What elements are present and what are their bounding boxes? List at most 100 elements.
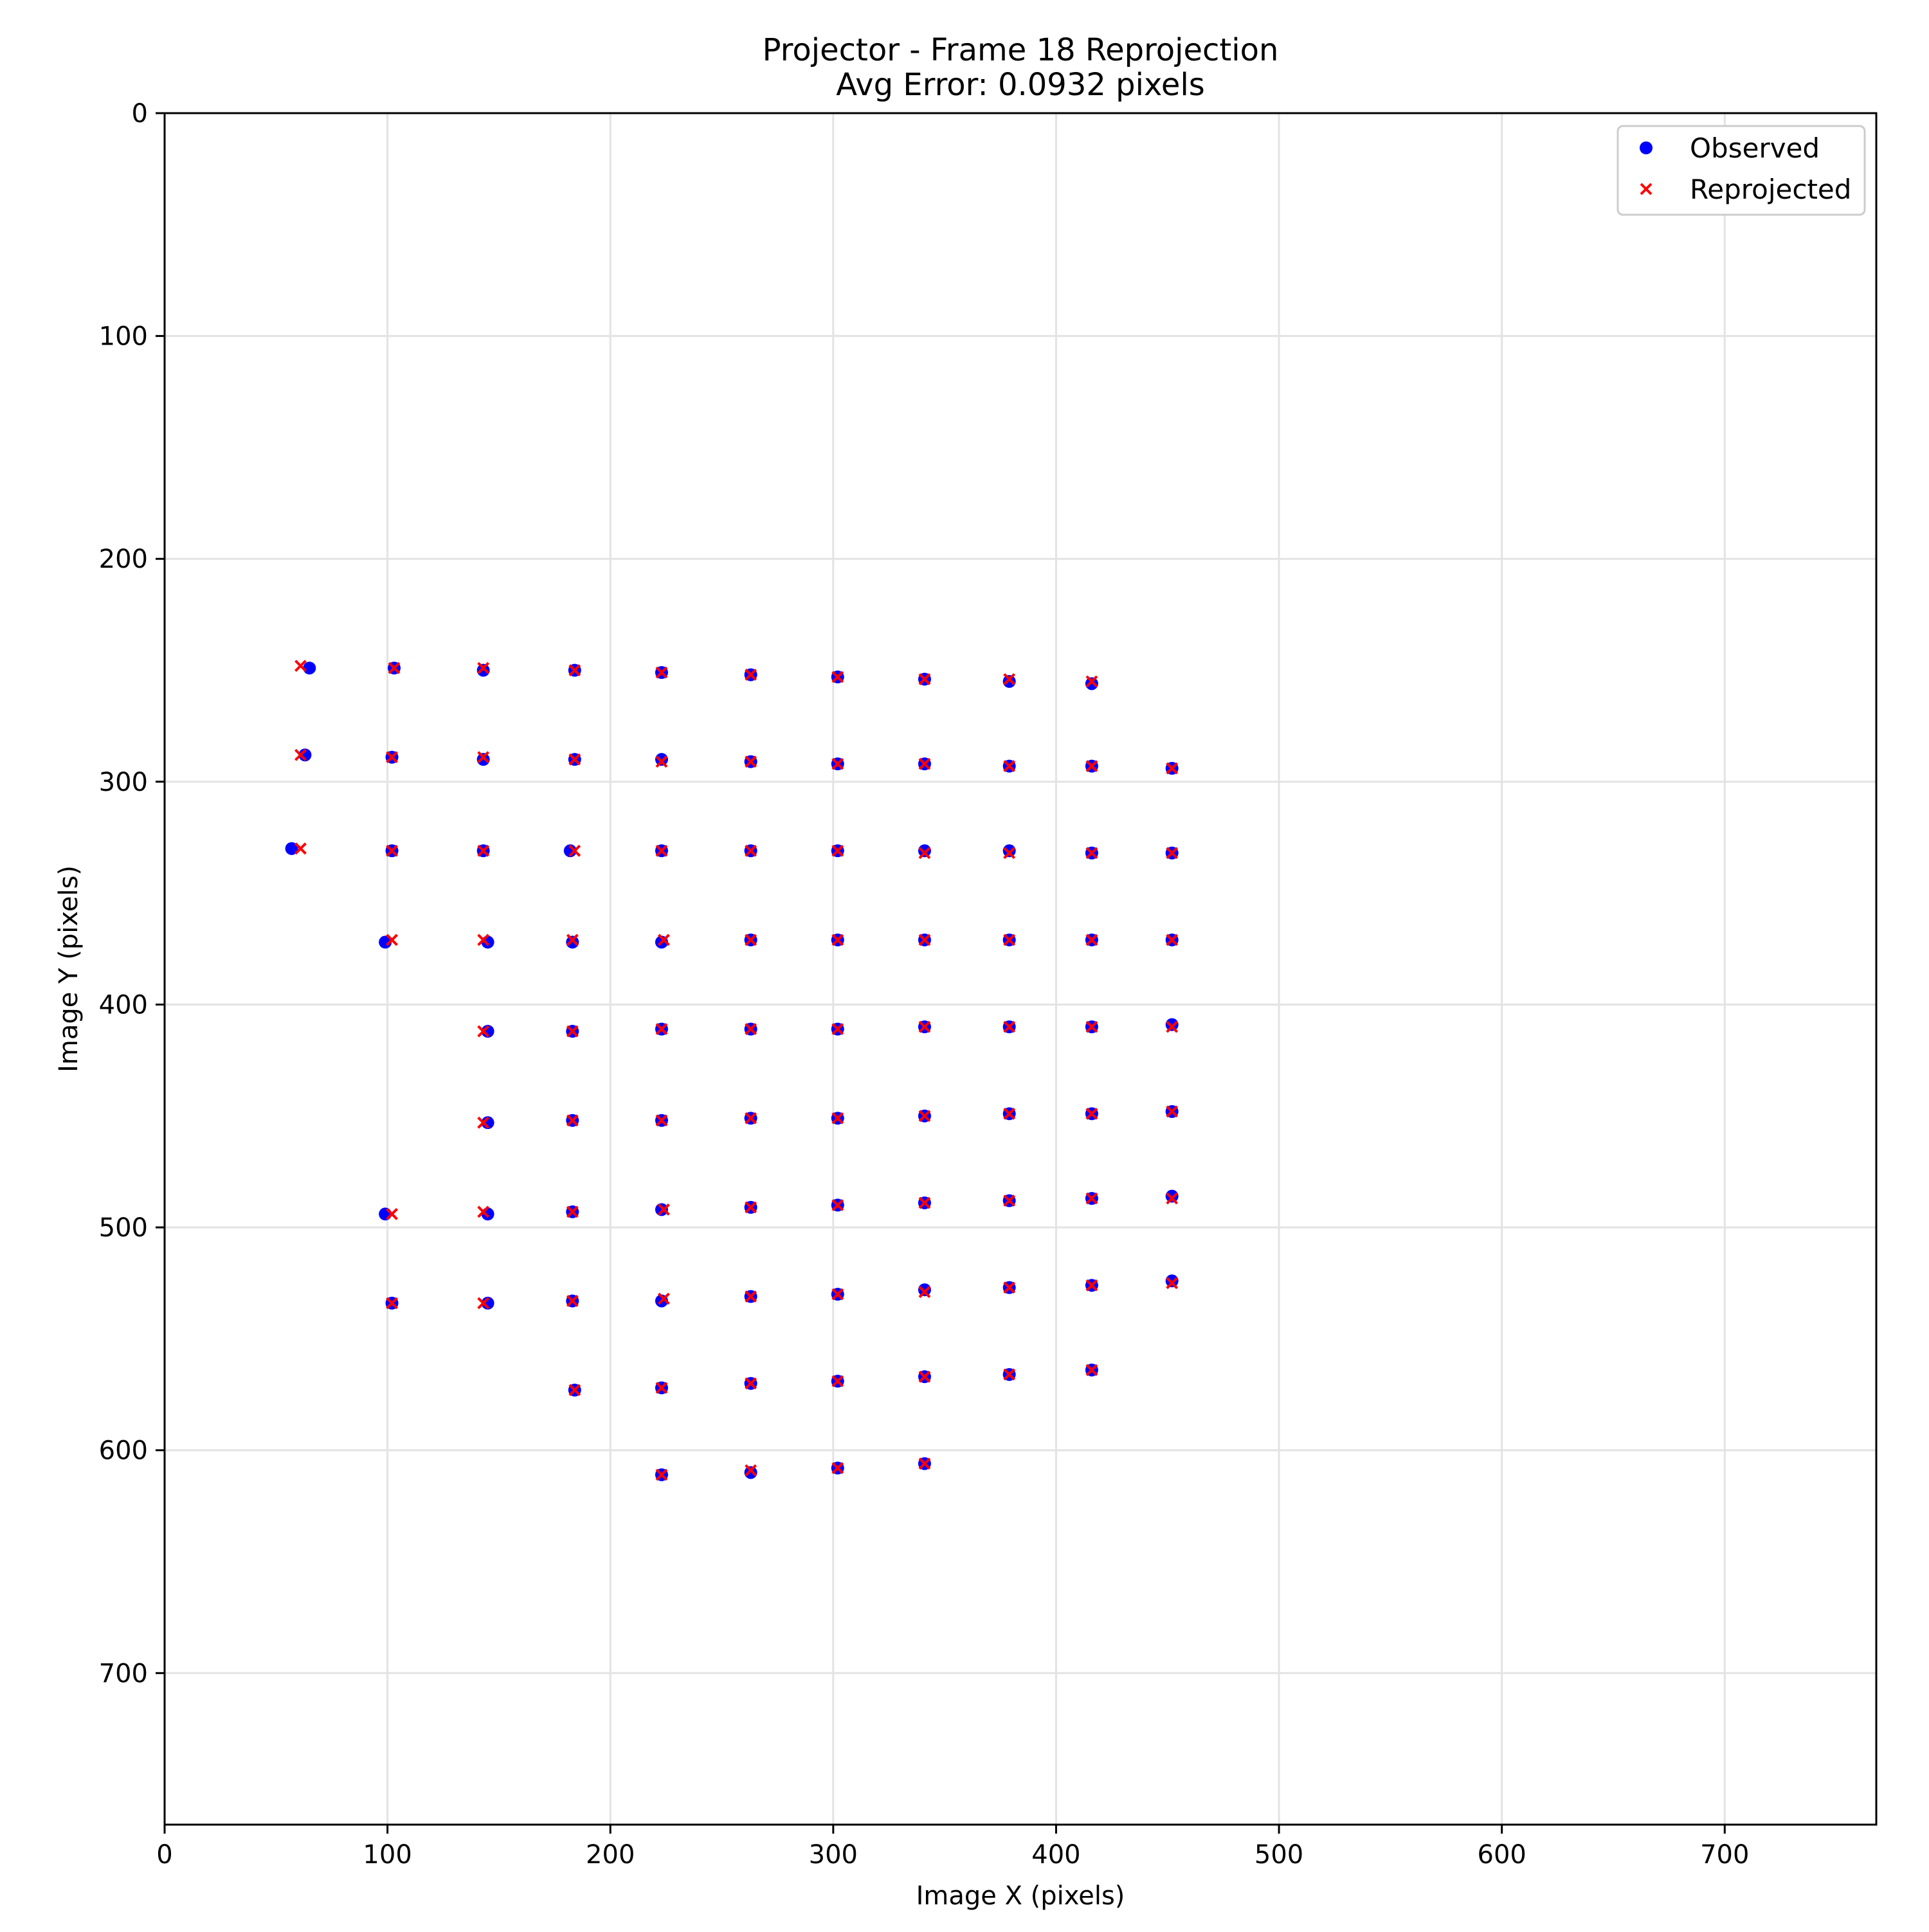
observed-point [1002,844,1016,858]
reprojected-point [831,1288,844,1301]
y-tick-label: 300 [99,768,148,797]
y-tick-label: 500 [99,1213,148,1243]
reprojected-point [918,757,931,770]
observed-point [481,1116,494,1130]
observed-point [476,753,490,766]
reprojected-point [386,1297,398,1310]
reprojected-point [745,1290,757,1303]
reprojected-point [1003,1195,1016,1207]
observed-point [379,935,392,949]
reprojected-point [745,844,757,857]
reprojected-point [1166,1277,1179,1290]
reprojected-point [566,1205,579,1218]
reprojected-point [568,844,581,857]
reprojected-point [655,1114,668,1127]
reprojected-point [831,1198,844,1211]
observed-point [1165,1189,1179,1203]
reprojected-point [386,934,398,946]
reprojected-point [477,751,490,764]
reprojected-point [655,666,668,679]
x-tick-label: 600 [1478,1840,1526,1870]
x-tick-label: 300 [809,1840,858,1870]
reprojected-point [568,1384,581,1396]
legend-observed-label: Observed [1690,132,1820,164]
x-tick-label: 500 [1254,1840,1303,1870]
reprojected-point [1085,675,1098,688]
reprojected-point [655,755,668,768]
chart-subtitle: Avg Error: 0.0932 pixels [836,67,1205,103]
observed-point [1165,1018,1179,1031]
reprojected-point [1085,1279,1098,1292]
reprojected-point [477,844,490,857]
y-tick-label: 0 [132,99,148,129]
observed-point [481,935,494,949]
reprojected-point [1166,934,1179,946]
reprojected-point [1085,760,1098,772]
reprojected-point [655,1468,668,1481]
reprojected-point [658,1203,670,1216]
reprojected-point [1166,762,1179,775]
observed-point [1002,674,1016,688]
reprojected-point [477,1025,490,1038]
reprojected-point [1085,1192,1098,1205]
reprojected-point [1166,1020,1179,1033]
reprojected-point [1003,673,1016,685]
reprojected-point [918,1370,931,1383]
reprojected-point [568,753,581,766]
reprojected-point [1003,760,1016,772]
ticks: 0 100 200 300 400 500 600 700 0 100 200 300 400 500 60… [99,99,1750,1870]
reprojected-point [1166,847,1179,860]
reprojected-point [831,1375,844,1387]
reprojected-point [1166,1105,1179,1118]
x-tick-label: 200 [586,1840,635,1870]
observed-point [655,1203,668,1216]
reprojected-point [294,842,307,855]
observed-point [303,662,316,675]
reprojected-point [745,1112,757,1124]
y-tick-label: 100 [99,322,148,352]
observed-point [744,1466,757,1479]
x-axis-label: Image X (pixels) [916,1881,1125,1911]
reprojected-point [477,662,490,674]
reprojected-point [918,673,931,685]
reprojected-point [918,1458,931,1470]
reprojected-point [386,751,398,764]
y-tick-label: 700 [99,1659,148,1688]
reprojected-point [655,1382,668,1395]
x-tick-label: 100 [363,1840,412,1870]
legend-reprojected-label: Reprojected [1690,174,1851,205]
reprojected-point [1166,1192,1179,1205]
reprojected-point [918,1196,931,1209]
reprojected-point [568,664,581,676]
observed-point [1085,677,1098,691]
reprojected-point [294,748,307,761]
y-tick-label: 600 [99,1436,148,1466]
reprojected-point [831,1023,844,1036]
plot-frame [163,112,1878,1826]
data-points [285,660,1179,1481]
reprojected-point [658,934,670,946]
reprojected-point [658,1292,670,1305]
reprojected-point [1003,1020,1016,1033]
reprojected-point [477,1297,490,1310]
reprojected-point [1085,847,1098,860]
reprojected-point [745,1201,757,1214]
reprojected-point [831,934,844,946]
reprojected-point [1003,1368,1016,1381]
reprojected-point [566,934,579,946]
reprojected-point [1003,1107,1016,1120]
reprojected-point [566,1295,579,1307]
y-tick-label: 400 [99,990,148,1020]
legend-observed-marker [1640,141,1653,154]
observed-point [563,844,577,858]
reprojected-point [655,844,668,857]
observed-point [481,1025,494,1038]
legend: Observed Reprojected [1617,125,1866,216]
reprojected-point [1085,1364,1098,1377]
reprojected-point [1003,847,1016,860]
reprojected-point [831,844,844,857]
reprojected-point [831,1462,844,1474]
reprojected-point [918,847,931,860]
